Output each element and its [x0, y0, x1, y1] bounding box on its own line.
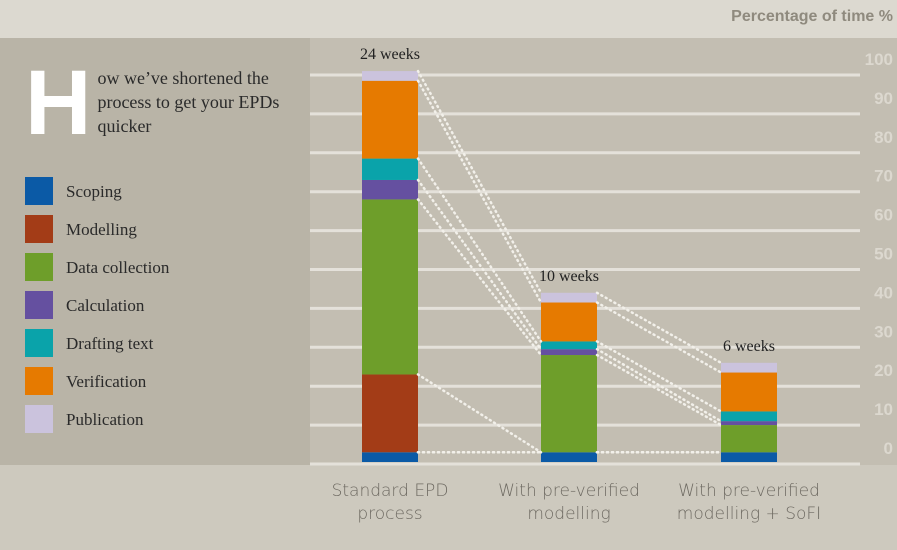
- bar-segment: [721, 421, 777, 426]
- y-tick-label: 80: [874, 128, 893, 147]
- y-tick-label: 20: [874, 361, 893, 380]
- legend-swatch: [25, 329, 53, 357]
- connector: [595, 340, 723, 413]
- legend-label: Publication: [66, 410, 144, 429]
- connector: [595, 353, 723, 427]
- bar-segment: [721, 362, 777, 373]
- connector: [416, 69, 543, 295]
- y-tick-label: 0: [884, 439, 893, 458]
- connector: [595, 347, 723, 423]
- bar-segment: [362, 158, 418, 180]
- connector: [416, 178, 543, 351]
- legend-label: Modelling: [66, 220, 137, 239]
- bar-segment: [721, 411, 777, 422]
- bar-segment: [541, 452, 597, 462]
- legend-label: Data collection: [66, 258, 170, 277]
- bar-segment: [362, 199, 418, 375]
- x-tick-label: With pre-verified modelling + SoFI: [676, 481, 822, 524]
- y-tick-label: 60: [874, 206, 893, 225]
- y-tick-label: 70: [874, 167, 893, 186]
- bar-segment: [541, 349, 597, 356]
- legend-label: Drafting text: [66, 334, 154, 353]
- bar-segment: [541, 302, 597, 342]
- legend-swatch: [25, 215, 53, 243]
- bar-segment: [362, 80, 418, 159]
- legend-swatch: [25, 177, 53, 205]
- header-strip: [0, 0, 897, 38]
- y-tick-label: 10: [874, 400, 893, 419]
- bar-segment: [541, 355, 597, 453]
- legend-swatch: [25, 291, 53, 319]
- bar-segment: [362, 179, 418, 200]
- bar-segment: [362, 71, 418, 81]
- bar-segment: [721, 372, 777, 412]
- bar-segment: [362, 374, 418, 453]
- bar-segment: [541, 341, 597, 350]
- bar-segment: [721, 425, 777, 453]
- y-tick-label: 90: [874, 89, 893, 108]
- bar-annotation: 6 weeks: [723, 338, 775, 355]
- legend-swatch: [25, 367, 53, 395]
- x-tick-label: Standard EPD process: [331, 481, 449, 524]
- legend-swatch: [25, 253, 53, 281]
- y-tick-label: 30: [874, 322, 893, 341]
- bar-segment: [541, 292, 597, 303]
- y-tick-label: 50: [874, 245, 893, 264]
- bar-segment: [362, 452, 418, 462]
- bar-segment: [721, 452, 777, 462]
- legend-label: Verification: [66, 372, 147, 391]
- legend-label: Calculation: [66, 296, 145, 315]
- connector: [595, 301, 723, 374]
- legend-label: Scoping: [66, 182, 122, 201]
- chart-title: How we’ve shortened the process to get y…: [25, 52, 280, 154]
- y-tick-label: 40: [874, 283, 893, 302]
- connector: [416, 157, 543, 343]
- connector: [416, 198, 543, 357]
- bar-annotation: 24 weeks: [360, 46, 420, 63]
- legend-swatch: [25, 405, 53, 433]
- connector: [416, 79, 543, 304]
- connector: [416, 373, 543, 454]
- connector: [595, 291, 723, 365]
- y-tick-label: 100: [865, 50, 893, 69]
- y-axis-label: Percentage of time %: [731, 8, 893, 25]
- x-tick-label: With pre-verified modelling: [498, 481, 640, 524]
- bar-annotation: 10 weeks: [539, 268, 599, 285]
